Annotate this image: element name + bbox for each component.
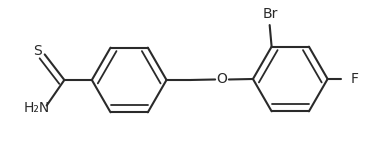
Text: O: O	[216, 73, 227, 87]
Text: H₂N: H₂N	[24, 101, 50, 115]
Text: F: F	[350, 72, 358, 86]
Text: S: S	[34, 44, 42, 59]
Text: Br: Br	[263, 7, 278, 21]
